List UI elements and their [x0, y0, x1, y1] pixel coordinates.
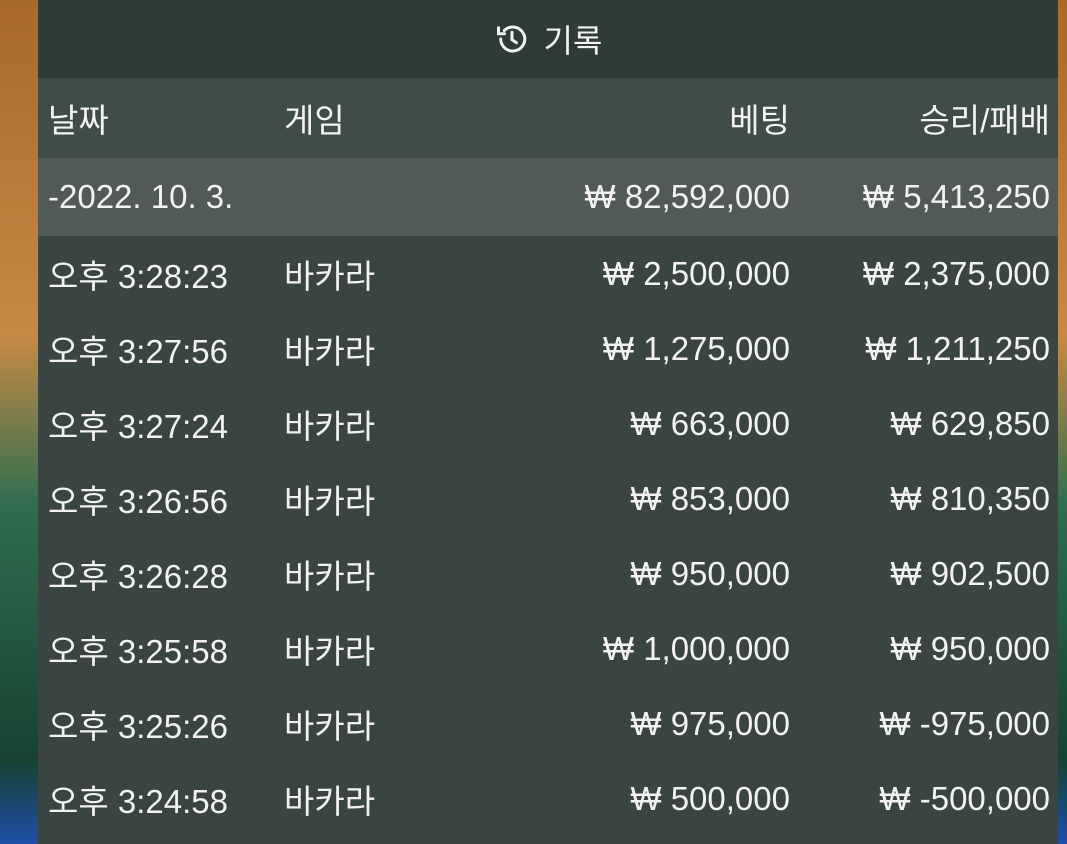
row-result: ₩ -500,000	[879, 779, 1050, 817]
table-row[interactable]: 오후 3:28:23 바카라 ₩ 2,500,000 ₩ 2,375,000	[38, 236, 1058, 311]
row-time: 오후 3:26:56	[48, 482, 228, 520]
table-row[interactable]: 오후 3:25:26 바카라 ₩ 975,000 ₩ -975,000	[38, 686, 1058, 761]
row-game: 바카라	[284, 557, 376, 595]
page-title: 기록	[543, 23, 603, 59]
column-headers: 날짜 게임 베팅 승리/패배	[38, 78, 1058, 158]
row-bet: ₩ 1,275,000	[602, 329, 790, 367]
table-row[interactable]: 오후 3:24:58 바카라 ₩ 500,000 ₩ -500,000	[38, 761, 1058, 836]
table-row[interactable]: 오후 3:25:58 바카라 ₩ 1,000,000 ₩ 950,000	[38, 611, 1058, 686]
column-date: 날짜	[48, 102, 109, 139]
row-result: ₩ 2,375,000	[862, 254, 1050, 292]
row-time: 오후 3:26:28	[48, 557, 228, 595]
row-time: 오후 3:28:23	[48, 257, 228, 295]
row-time: 오후 3:24:58	[48, 782, 228, 820]
row-game: 바카라	[284, 632, 376, 670]
row-result: ₩ -975,000	[879, 704, 1050, 742]
row-result: ₩ 1,211,250	[865, 329, 1050, 367]
row-bet: ₩ 500,000	[630, 779, 790, 817]
row-result: ₩ 950,000	[890, 629, 1050, 667]
row-game: 바카라	[284, 332, 376, 370]
table-row[interactable]: 오후 3:27:24 바카라 ₩ 663,000 ₩ 629,850	[38, 386, 1058, 461]
row-game: 바카라	[284, 257, 376, 295]
row-bet: ₩ 1,000,000	[602, 629, 790, 667]
row-time: 오후 3:27:24	[48, 407, 228, 445]
row-bet: ₩ 853,000	[630, 479, 790, 517]
history-header: 기록	[38, 0, 1058, 78]
row-game: 바카라	[284, 407, 376, 445]
row-time: 오후 3:25:26	[48, 707, 228, 745]
column-bet: 베팅	[729, 102, 790, 139]
table-row[interactable]: 오후 3:26:56 바카라 ₩ 853,000 ₩ 810,350	[38, 461, 1058, 536]
row-game: 바카라	[284, 707, 376, 745]
row-bet: ₩ 975,000	[630, 704, 790, 742]
row-game: 바카라	[284, 782, 376, 820]
date-group-row[interactable]: -2022. 10. 3. ₩ 82,592,000 ₩ 5,413,250	[38, 158, 1058, 236]
row-result: ₩ 810,350	[890, 479, 1050, 517]
row-time: 오후 3:25:58	[48, 632, 228, 670]
group-result-total: ₩ 5,413,250	[862, 178, 1050, 215]
table-row[interactable]: 오후 3:27:56 바카라 ₩ 1,275,000 ₩ 1,211,250	[38, 311, 1058, 386]
group-bet-total: ₩ 82,592,000	[584, 178, 790, 215]
history-rows: 오후 3:28:23 바카라 ₩ 2,500,000 ₩ 2,375,000 오후 3:…	[38, 236, 1058, 836]
row-result: ₩ 629,850	[890, 404, 1050, 442]
row-game: 바카라	[284, 482, 376, 520]
column-game: 게임	[284, 102, 345, 139]
row-bet: ₩ 663,000	[630, 404, 790, 442]
table-row[interactable]: 오후 3:26:28 바카라 ₩ 950,000 ₩ 902,500	[38, 536, 1058, 611]
group-date: -2022. 10. 3.	[48, 178, 234, 215]
history-panel: 기록 날짜 게임 베팅 승리/패배 -2022. 10. 3. ₩ 82,592…	[38, 0, 1058, 844]
row-bet: ₩ 950,000	[630, 554, 790, 592]
column-result: 승리/패배	[919, 102, 1050, 139]
row-bet: ₩ 2,500,000	[602, 254, 790, 292]
row-time: 오후 3:27:56	[48, 332, 228, 370]
row-result: ₩ 902,500	[890, 554, 1050, 592]
history-icon	[494, 21, 530, 57]
